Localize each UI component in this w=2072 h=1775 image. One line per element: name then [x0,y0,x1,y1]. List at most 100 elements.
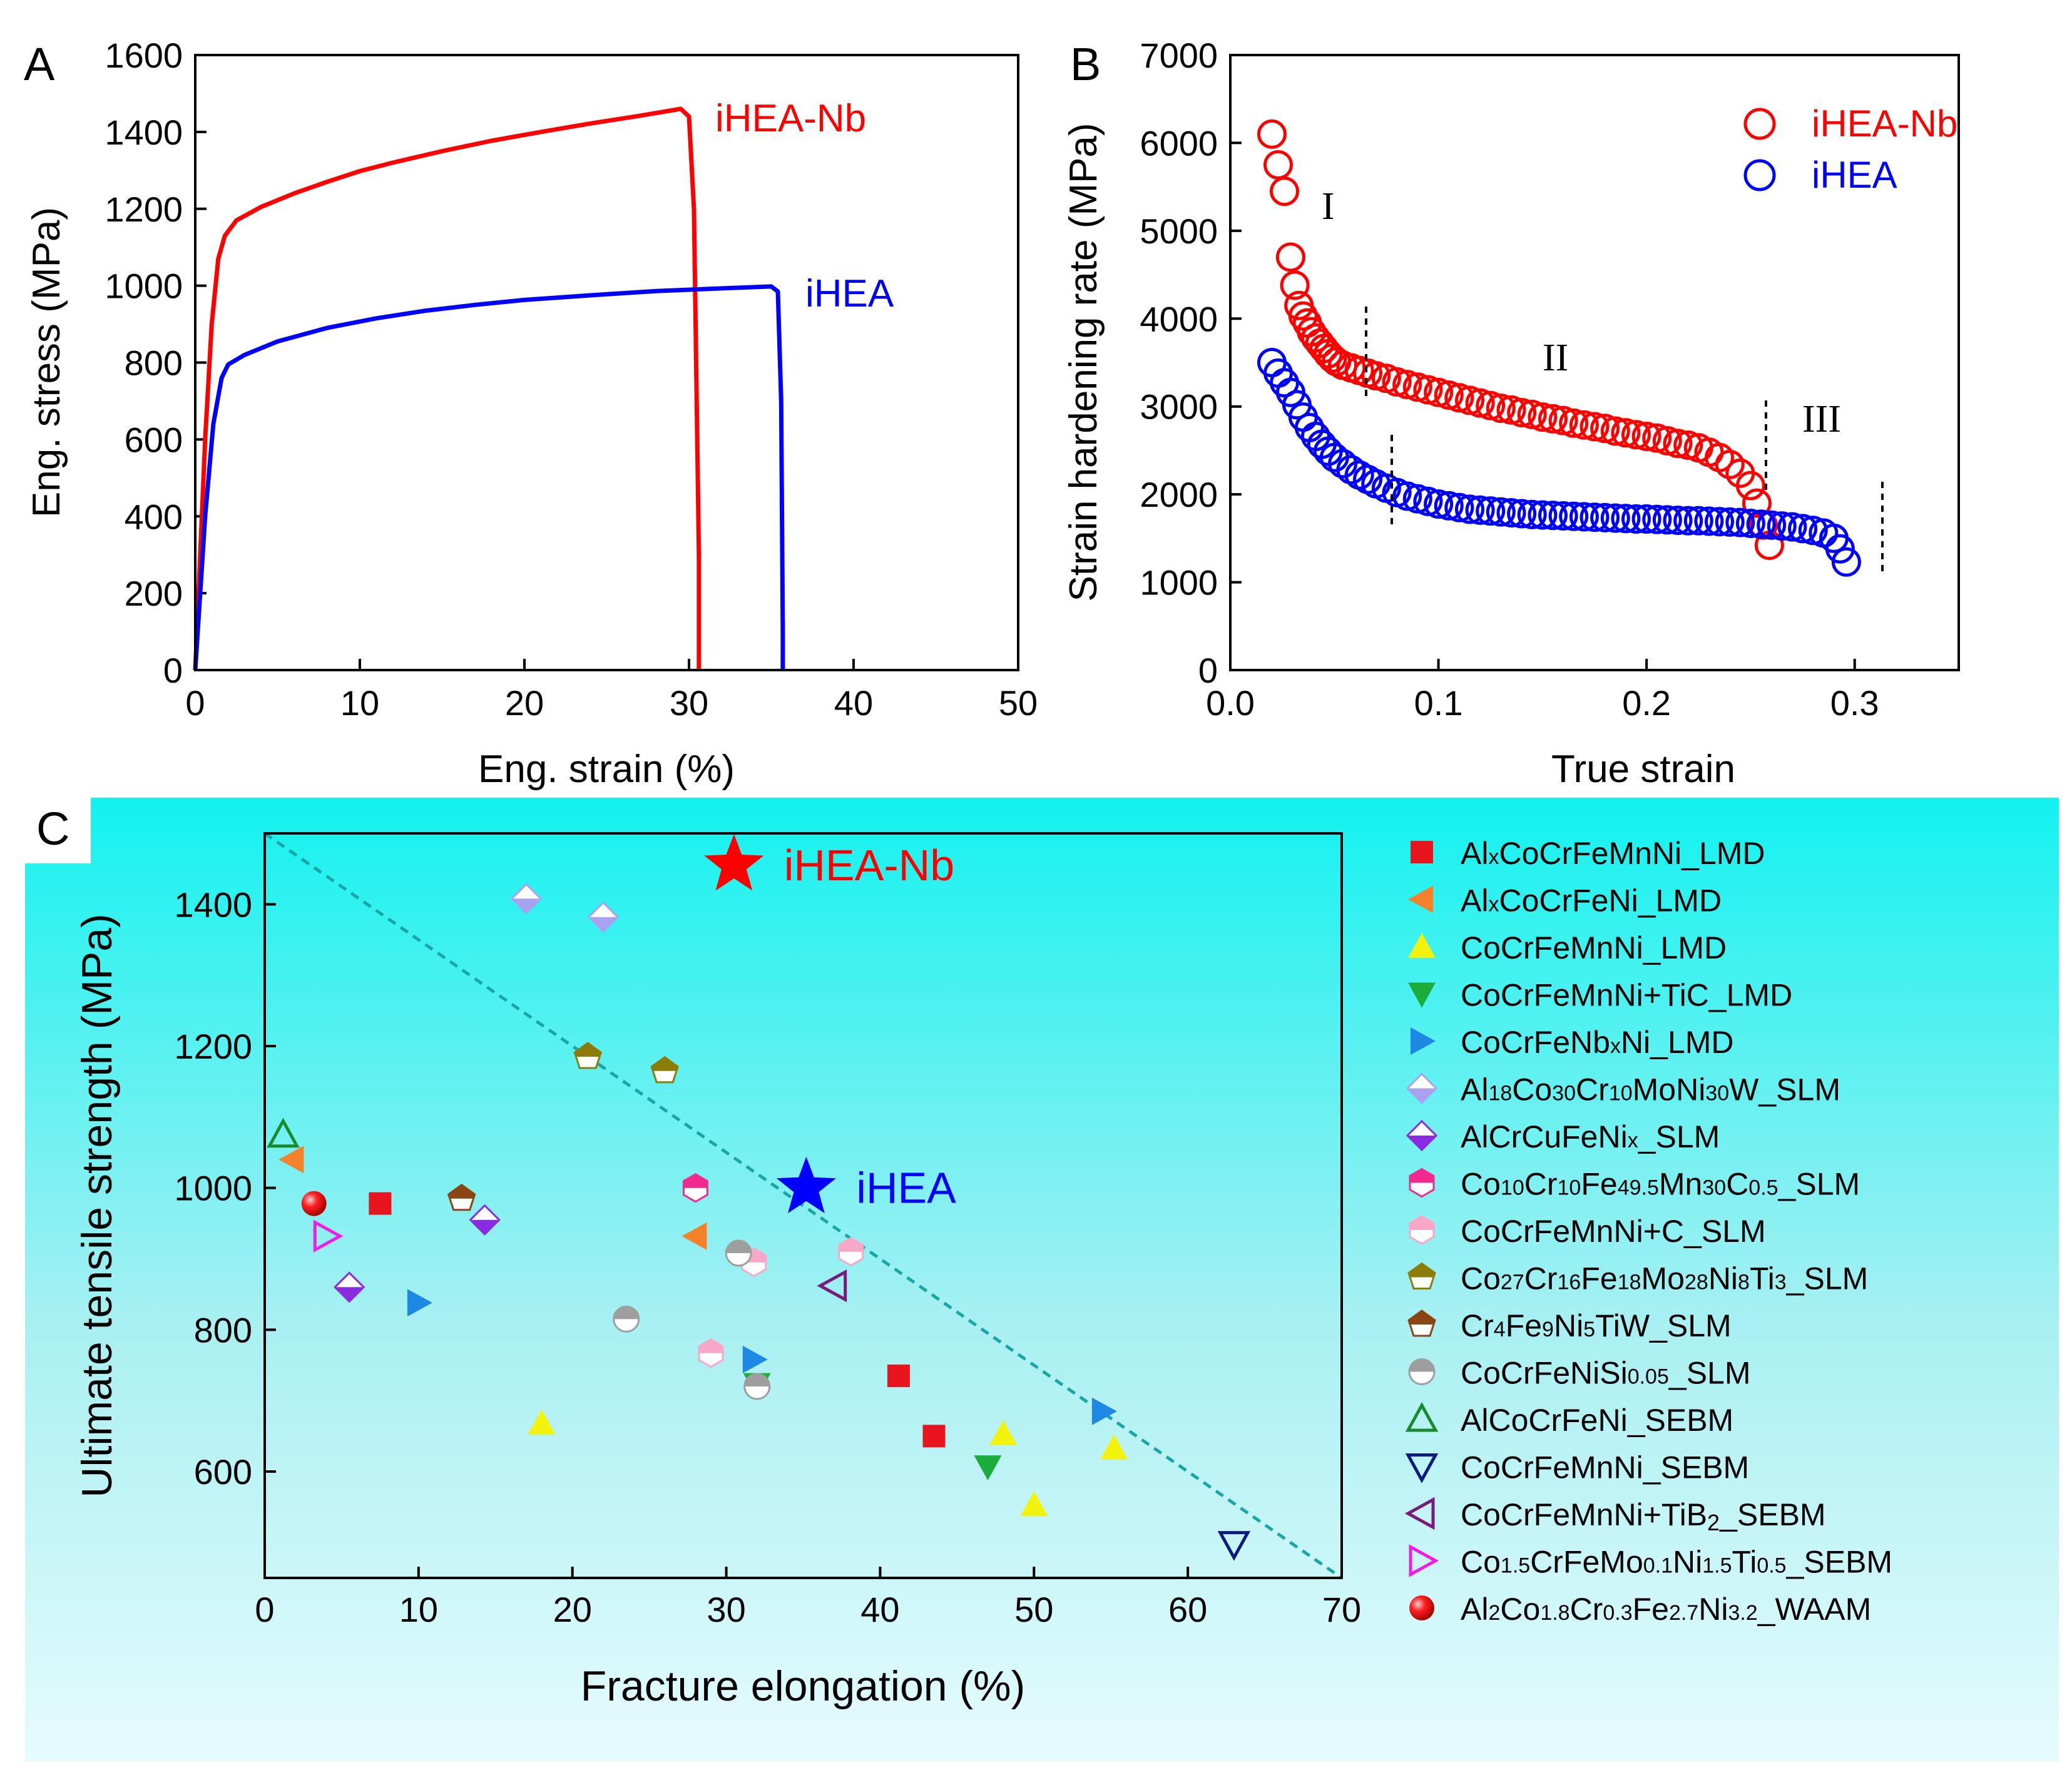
marker-half [726,1240,752,1253]
legend-label-al18co30cr10moni30w_slm: Al18Co30Cr10MoNi30W_SLM [1461,1072,1840,1107]
data-point-ihea-nb [1548,405,1578,435]
data-point-cocrfemnni+tib2_sebm [817,1269,847,1303]
marker-half [1410,1216,1434,1230]
marker-half [683,1174,708,1188]
panel-a-x-tick-label: 30 [670,683,708,723]
marker-shape [922,1425,946,1448]
marker-half [651,1057,678,1071]
data-point-ihea-nb [1257,119,1287,149]
marker-shape [1408,885,1433,913]
data-point-ihea-nb [1392,370,1422,400]
data-point-cocrfemnni_lmd [1020,1491,1048,1517]
legend-label-alcrcufenix_slm: AlCrCuFeNix_SLM [1461,1119,1720,1154]
marker-shape [407,1289,432,1317]
panel-b-frame [1229,54,1960,671]
data-point-ihea [1663,506,1693,536]
data-point-ihea [1777,512,1807,542]
data-point-ihea-nb [1611,418,1641,448]
legend-label-cocrfemnni+tic_lmd: CoCrFeMnNi+TiC_LMD [1461,978,1792,1013]
marker-shape [989,1420,1018,1445]
panel-a-y-tick-label: 600 [125,420,183,459]
marker-half [448,1184,475,1199]
panel-label-c: C [36,803,69,855]
data-point-ihea [1757,510,1787,540]
panel-a-stress-strain-chart: 0 10 20 30 40 50 0 200 400 600 800 1000 1200 1400 1600… [25,36,1038,791]
annotation-ihea-nb: iHEA-Nb [715,97,866,140]
data-point-ihea [1642,504,1672,534]
marker-half [1409,1359,1434,1372]
legend-marker-cocrfenbxni_lmd [1411,1027,1436,1055]
panel-b-x-tick-label: 0.2 [1622,683,1671,723]
data-point-ihea [1465,495,1495,525]
panel-a-y-axis-label: Eng. stress (MPa) [25,207,68,517]
data-point-ihea-nb [1621,420,1651,450]
data-point-ihea-nb [1600,416,1630,446]
stage-label-iii: III [1802,398,1841,440]
panel-c-y-axis-label: Ultimate tensile strength (MPa) [73,913,121,1497]
data-point-ihea-nb [1496,395,1526,425]
marker-half [588,917,618,932]
marker-shape [1217,1531,1251,1561]
data-point-cocrfenbxni_lmd [1091,1397,1117,1425]
data-point-ihea [1825,534,1855,564]
panel-label-a: A [24,38,55,90]
panel-b-y-tick-label: 7000 [1140,36,1218,75]
data-point-al18co30cr10moni30w_slm [587,901,620,933]
legend-label-alxcocrfemnni_lmd: AlxCoCrFeMnNi_LMD [1461,836,1765,871]
series-line-ihea-nb [193,106,702,671]
data-point-ihea [1600,503,1630,533]
data-point-ihea [1486,497,1516,527]
legend-label-cocrfemnni+tib2_sebm: CoCrFeMnNi+TiB2_SEBM [1461,1497,1826,1535]
legend-label-ihea-nb: iHEA-Nb [1812,103,1957,145]
legend-label-co27cr16fe18mo28ni8ti3_slm: Co27Cr16Fe18Mo28Ni8Ti3_SLM [1461,1261,1868,1296]
panel-c-x-tick-label: 20 [553,1590,592,1629]
marker-shape [1091,1397,1117,1425]
data-point-ihea [1424,489,1454,519]
data-point-cocrfemnni_sebm [1217,1531,1251,1561]
data-point-ihea [1569,502,1599,532]
marker-half [1409,1263,1435,1278]
marker-shape [887,1365,910,1387]
legend-marker-cocrfenisi0.05_slm [1408,1358,1436,1385]
data-point-cocrfemnni+c_slm [698,1338,724,1368]
panel-label-b: B [1070,38,1101,90]
panel-c-x-tick-label: 30 [707,1590,745,1629]
data-point-ihea [1715,507,1745,537]
panel-c-x-tick-label: 10 [399,1590,438,1629]
data-point-ihea [1528,500,1558,530]
data-point-co27cr16fe18mo28ni8ti3_slm [650,1055,679,1084]
legend-label-cocrfemnni_lmd: CoCrFeMnNi_LMD [1461,930,1727,965]
panel-c-y-tick-label: 1000 [174,1169,252,1208]
panel-a-y-tick-label: 1400 [105,113,183,152]
data-point-cocrfemnni_lmd [989,1420,1018,1445]
marker-shape [817,1269,847,1303]
legend-marker-ihea-nb [1743,108,1776,140]
data-point-cocrfenisi0.05_slm [743,1373,771,1400]
panel-a-x-axis-label: Eng. strain (%) [478,748,735,791]
panel-b-y-tick-label: 5000 [1140,211,1218,251]
data-point-ihea-nb [1642,423,1672,453]
marker-half [574,1043,601,1057]
panel-c-x-tick-label: 40 [860,1590,899,1629]
marker-half [699,1339,723,1353]
legend-marker-co1.5crfemo0.1ni1.5ti0.5_sebm [1409,1544,1439,1577]
legend-marker-alxcocrfeni_lmd [1408,885,1433,913]
marker-shape [301,1191,327,1216]
panel-c-label-box [25,798,91,863]
data-point-ihea [1538,501,1568,531]
panel-a-x-tick-label: 20 [505,683,544,723]
marker-shape [313,1219,344,1253]
data-point-cocrfemnni_lmd [528,1409,556,1435]
marker-shape [1411,841,1433,863]
data-point-ihea-nb [1507,398,1537,427]
data-point-ihea-nb [1382,367,1412,397]
data-point-ihea [1725,507,1755,537]
data-point-ihea [1559,501,1589,531]
panel-a-x-tick-label: 40 [834,683,873,723]
data-point-ihea [1788,514,1818,544]
marker-shape [1411,1027,1436,1055]
data-point-alxcocrfemnni_lmd [922,1425,946,1448]
series-line-ihea [193,284,785,671]
data-point-co10cr10fe49.5mn30c0.5_slm [682,1172,708,1203]
panel-a-frame [194,54,1019,671]
